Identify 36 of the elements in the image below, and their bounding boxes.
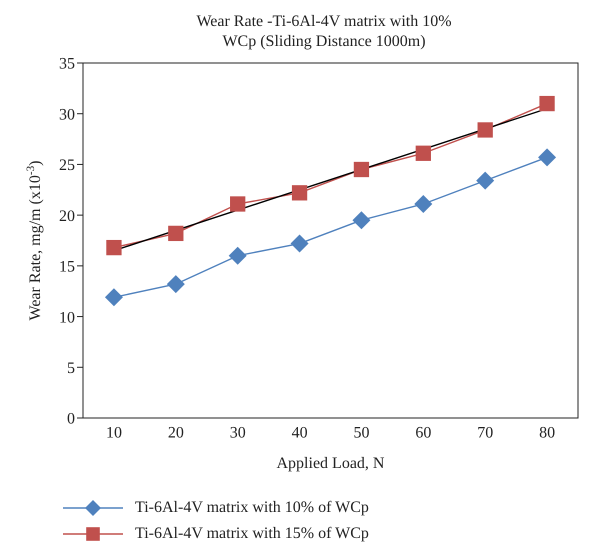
y-tick-label: 35: [59, 56, 75, 73]
y-tick-label: 5: [67, 360, 75, 377]
point: [414, 194, 432, 213]
x-axis-title: Applied Load, N: [276, 455, 385, 472]
x-tick-label: 30: [230, 424, 246, 442]
point: [354, 162, 370, 178]
point: [352, 211, 370, 230]
legend-label: Ti-6Al-4V matrix with 10% of WCp: [135, 499, 369, 517]
point: [228, 246, 247, 265]
point: [416, 146, 431, 161]
y-tick-label: 0: [67, 410, 75, 428]
x-tick-label: 60: [415, 424, 432, 442]
point: [539, 96, 555, 112]
y-tick-label: 25: [59, 157, 75, 174]
x-tick-label: 40: [292, 424, 308, 442]
point: [230, 196, 246, 212]
y-tick-label: 10: [59, 309, 75, 326]
point: [104, 288, 123, 306]
point: [478, 122, 493, 138]
y-tick-label: 15: [59, 258, 75, 276]
y-tick-label: 30: [59, 106, 75, 124]
x-tick-label: 10: [106, 424, 122, 442]
point: [292, 185, 308, 200]
point: [290, 234, 309, 253]
legend-label: Ti-6Al-4V matrix with 15% of WCp: [135, 525, 369, 543]
x-tick-label: 50: [353, 424, 370, 442]
point: [166, 275, 185, 294]
chart-title: Wear Rate -Ti-6Al-4V matrix with 10% WCp (Sliding Distance 1000m): [196, 13, 452, 50]
x-tick-label: 70: [477, 424, 494, 442]
point: [168, 226, 184, 242]
x-tick-label: 80: [539, 424, 556, 442]
x-tick-label: 20: [168, 424, 184, 442]
y-tick-label: 20: [59, 208, 75, 225]
point: [538, 148, 556, 166]
point: [106, 240, 122, 256]
point: [476, 172, 494, 190]
